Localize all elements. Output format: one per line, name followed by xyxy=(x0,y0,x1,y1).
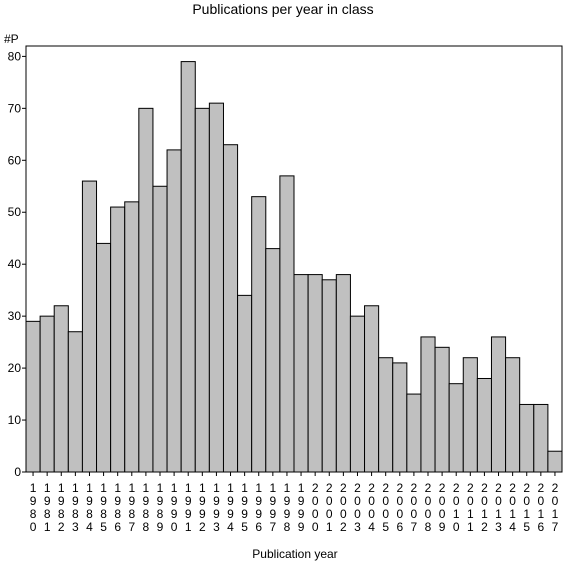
y-tick-label: 70 xyxy=(8,101,22,115)
bar-1982 xyxy=(53,305,69,473)
bar-1984 xyxy=(81,180,98,473)
bar-2014 xyxy=(505,357,521,473)
bar-2013 xyxy=(490,336,507,473)
bar-1980 xyxy=(25,320,41,473)
bar-2012 xyxy=(476,377,492,473)
bar-2004 xyxy=(364,305,380,473)
y-axis-ticks: 0 10 20 30 40 50 60 70 80 xyxy=(8,49,26,479)
bar-1981 xyxy=(39,315,55,473)
bar-1983 xyxy=(67,331,83,473)
x-axis-label: Publication year xyxy=(252,547,337,561)
y-tick-label: 80 xyxy=(8,49,22,63)
bar-2003 xyxy=(349,315,366,473)
bar-1997 xyxy=(265,248,281,473)
y-axis-label: #P xyxy=(4,32,19,46)
bar-2001 xyxy=(321,279,337,473)
y-tick-label: 0 xyxy=(14,465,21,479)
x-axis-tick-labels: 1 9 8 0 1 9 8 1 1 9 8 2 1 9 8 3 1 9 8 4 1 9 8 5 1 9 8 6 1 9 8 7 1 9 8 8 1 9 8 9… xyxy=(30,472,559,534)
y-tick-label: 20 xyxy=(8,361,22,375)
bar-2005 xyxy=(378,357,394,473)
bar-1992 xyxy=(194,107,210,473)
bar-2006 xyxy=(392,362,408,473)
bar-1985 xyxy=(96,242,112,473)
bar-1988 xyxy=(138,107,154,473)
bars xyxy=(25,61,563,473)
bar-2002 xyxy=(335,274,351,473)
bar-2017 xyxy=(547,450,563,473)
bar-1999 xyxy=(293,274,309,473)
bar-1987 xyxy=(124,201,140,473)
bar-1996 xyxy=(251,196,267,473)
y-tick-label: 50 xyxy=(8,205,22,219)
y-tick-label: 60 xyxy=(8,153,22,167)
bar-1995 xyxy=(237,294,253,473)
bar-1994 xyxy=(222,144,239,473)
chart-title: Publications per year in class xyxy=(192,1,373,17)
y-tick-label: 30 xyxy=(8,309,22,323)
bar-2008 xyxy=(420,336,436,473)
bar-1993 xyxy=(208,102,224,473)
bar-2010 xyxy=(448,383,464,473)
bar-2011 xyxy=(462,357,478,473)
bar-1986 xyxy=(110,206,126,473)
bar-2016 xyxy=(533,403,549,473)
bar-1989 xyxy=(152,185,168,473)
bar-1990 xyxy=(166,149,182,473)
bar-2009 xyxy=(434,346,450,473)
bar-2000 xyxy=(307,274,323,473)
y-tick-label: 40 xyxy=(8,257,22,271)
bar-1998 xyxy=(279,175,295,473)
bar-1991 xyxy=(180,61,196,473)
y-tick-label: 10 xyxy=(8,413,22,427)
bar-2015 xyxy=(519,403,535,473)
bar-2007 xyxy=(406,393,422,473)
